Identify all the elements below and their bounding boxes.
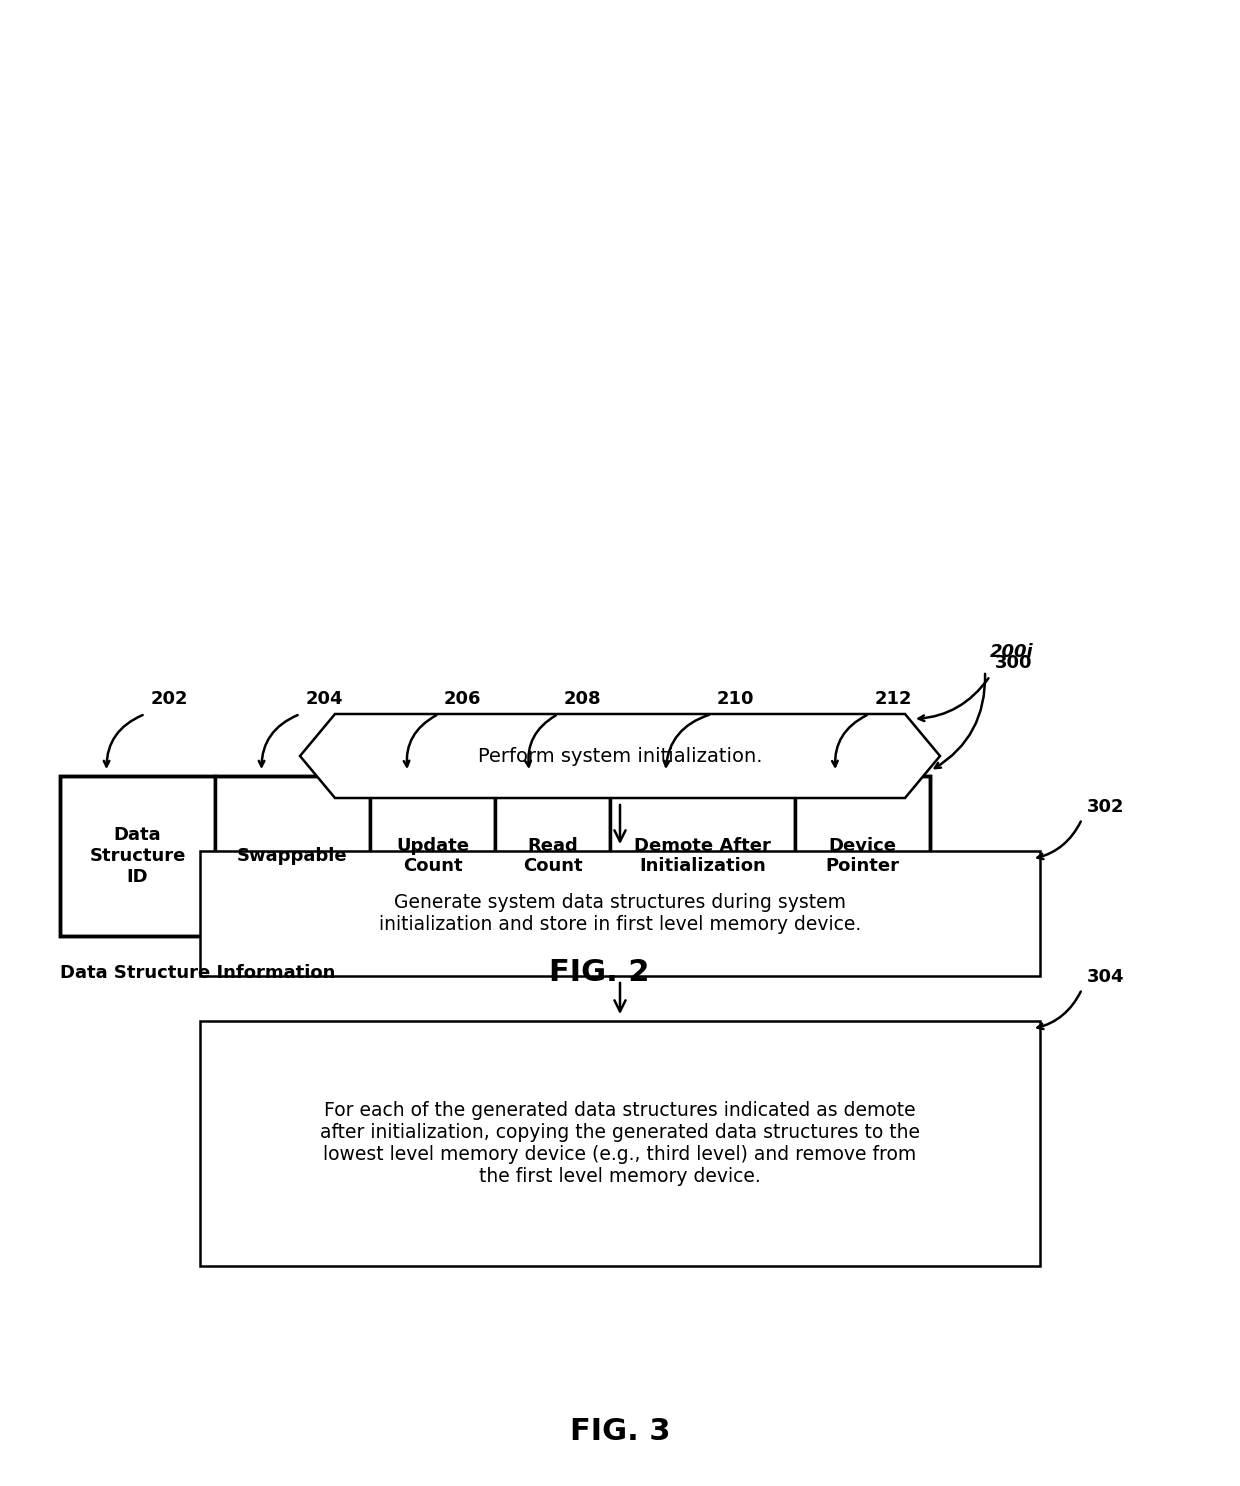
Text: 202: 202 bbox=[150, 690, 187, 707]
Text: Demote After
Initialization: Demote After Initialization bbox=[634, 837, 771, 875]
Text: 206: 206 bbox=[444, 690, 481, 707]
Text: Data Structure Information: Data Structure Information bbox=[60, 964, 335, 982]
Text: Device
Pointer: Device Pointer bbox=[826, 837, 899, 875]
Text: 212: 212 bbox=[874, 690, 911, 707]
Text: 200i: 200i bbox=[990, 643, 1034, 661]
Bar bbox=[60, 776, 930, 936]
Bar bbox=[370, 776, 495, 936]
Bar bbox=[60, 776, 215, 936]
Text: FIG. 3: FIG. 3 bbox=[569, 1416, 671, 1446]
Text: For each of the generated data structures indicated as demote
after initializati: For each of the generated data structure… bbox=[320, 1101, 920, 1186]
Text: FIG. 2: FIG. 2 bbox=[549, 958, 650, 987]
Bar bbox=[200, 851, 1040, 976]
Polygon shape bbox=[300, 713, 940, 798]
Text: Update
Count: Update Count bbox=[396, 837, 469, 875]
Text: Swappable: Swappable bbox=[237, 847, 347, 865]
Text: Perform system initialization.: Perform system initialization. bbox=[477, 746, 763, 765]
Text: 304: 304 bbox=[1087, 967, 1125, 987]
Bar bbox=[795, 776, 930, 936]
Bar bbox=[200, 1021, 1040, 1266]
Text: 204: 204 bbox=[305, 690, 342, 707]
Text: 210: 210 bbox=[717, 690, 754, 707]
Text: Read
Count: Read Count bbox=[523, 837, 583, 875]
Text: 302: 302 bbox=[1087, 798, 1125, 816]
Text: 300: 300 bbox=[994, 654, 1033, 672]
Text: Generate system data structures during system
initialization and store in first : Generate system data structures during s… bbox=[379, 893, 861, 935]
Text: Data
Structure
ID: Data Structure ID bbox=[89, 826, 186, 886]
Text: 208: 208 bbox=[563, 690, 601, 707]
Bar bbox=[215, 776, 370, 936]
Bar bbox=[610, 776, 795, 936]
Bar bbox=[495, 776, 610, 936]
